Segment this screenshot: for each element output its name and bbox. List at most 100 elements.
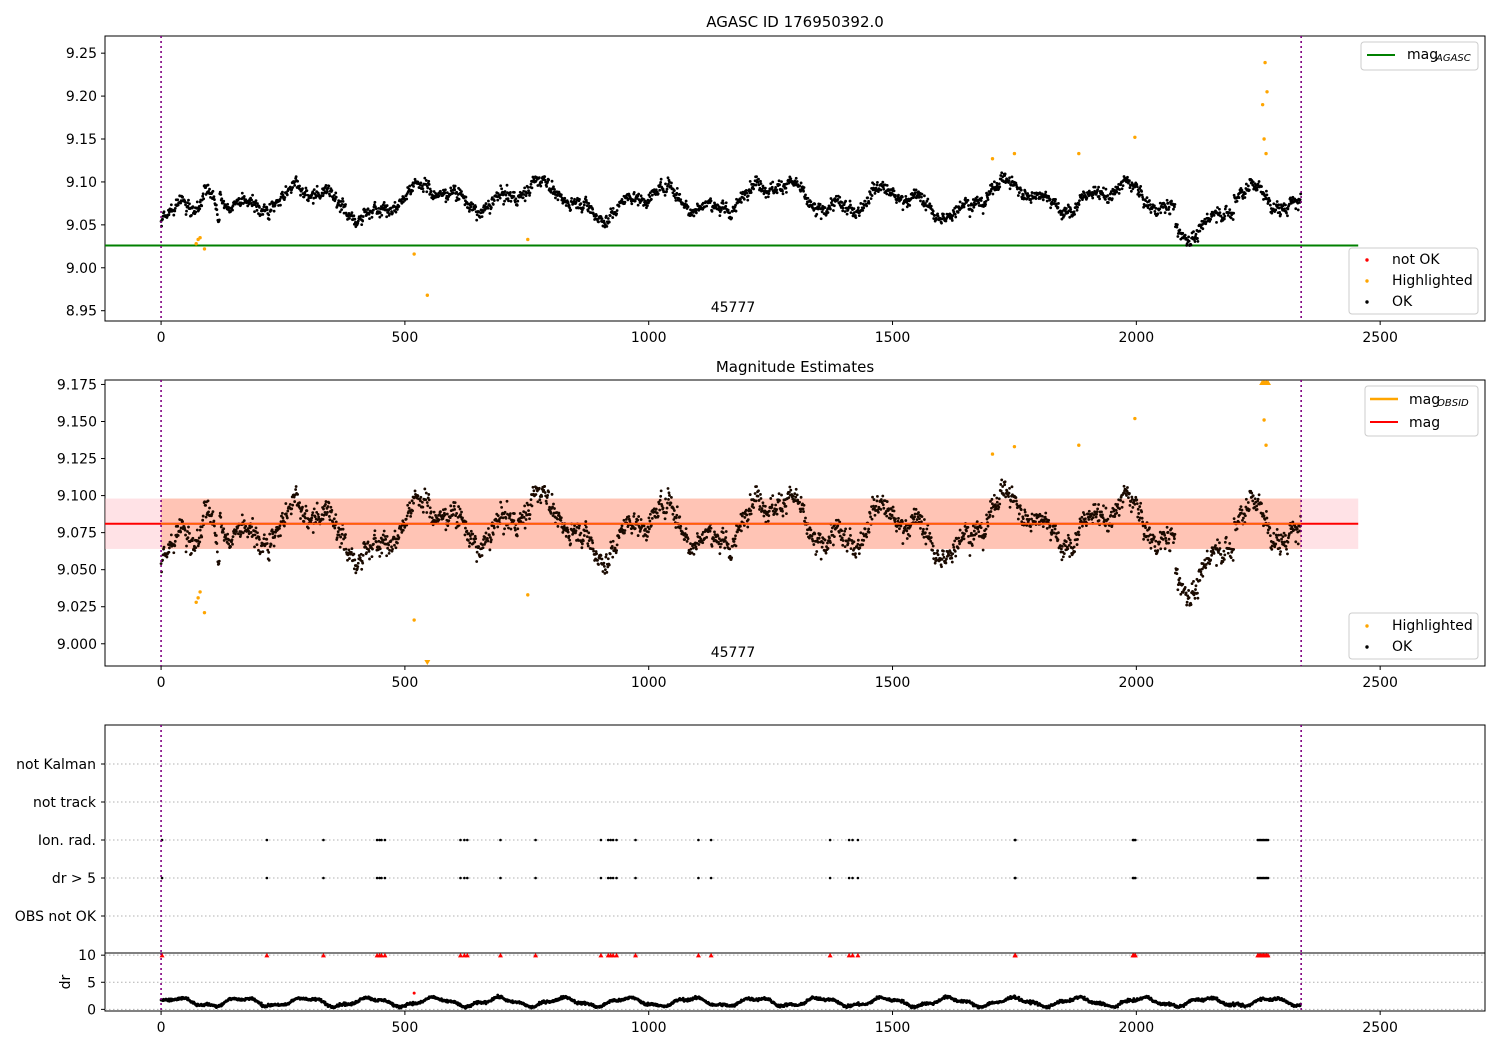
ok-point (262, 533, 266, 537)
ok-point (673, 196, 677, 200)
ok-point (181, 195, 185, 199)
ok-point (1068, 555, 1072, 559)
ok-point (986, 198, 990, 202)
panel3-frame (104, 724, 1486, 954)
ok-point (294, 175, 298, 179)
ok-point (975, 520, 979, 524)
ok-point (523, 186, 527, 190)
ok-point (1208, 562, 1212, 566)
ok-point (1286, 207, 1290, 211)
ok-point (286, 509, 290, 513)
ok-point (568, 538, 572, 542)
ok-point (1184, 591, 1188, 595)
flag-marker (499, 876, 502, 880)
ok-point (826, 211, 830, 214)
ok-point (775, 191, 779, 195)
ok-point (296, 492, 299, 496)
ok-point (1119, 499, 1123, 502)
ok-point (632, 512, 636, 516)
ok-point (1199, 570, 1203, 574)
ok-point (1211, 548, 1215, 552)
ok-point (1228, 542, 1232, 545)
ok-point (255, 208, 259, 212)
ok-point (489, 538, 493, 542)
ok-point (385, 204, 389, 207)
ok-point (940, 557, 944, 561)
panel4-ytick-label: 10 (78, 948, 96, 964)
ok-point (815, 550, 819, 553)
ok-point (255, 543, 259, 547)
ok-point (1216, 538, 1219, 542)
ok-point (922, 200, 925, 203)
ok-point (1109, 510, 1113, 514)
ok-point (340, 542, 344, 545)
ok-point (186, 536, 190, 540)
ok-point (759, 493, 762, 496)
ok-point (1128, 179, 1131, 183)
ok-point (995, 181, 999, 185)
ok-point (267, 550, 271, 554)
ok-point (1222, 549, 1226, 553)
ok-point (1133, 185, 1137, 189)
ok-point (774, 185, 778, 189)
ok-point (726, 542, 730, 546)
ok-point (161, 217, 164, 221)
ok-point (427, 179, 431, 183)
ok-point (465, 529, 469, 533)
ok-point (958, 542, 962, 546)
highlighted-point (198, 236, 202, 240)
ok-point (873, 191, 877, 195)
ok-point (426, 186, 430, 190)
ok-point (477, 210, 481, 213)
ok-point (461, 516, 464, 520)
ok-point (1106, 194, 1110, 197)
ok-point (503, 190, 507, 193)
ok-point (304, 186, 308, 190)
ok-point (868, 511, 872, 515)
ok-point (828, 536, 831, 540)
ok-point (785, 190, 788, 194)
ok-point (254, 526, 258, 530)
ok-point (457, 505, 460, 508)
panel1-frame (104, 35, 1486, 322)
ok-point (258, 205, 261, 209)
ok-point (273, 203, 277, 207)
ok-point (1183, 233, 1187, 237)
ok-point (1064, 540, 1068, 543)
ok-point (591, 207, 595, 211)
ok-point (936, 553, 940, 557)
ok-point (1164, 536, 1168, 540)
ok-point (388, 548, 391, 552)
ok-point (962, 205, 966, 209)
ok-point (1115, 511, 1119, 515)
ok-point (823, 538, 827, 542)
ok-point (559, 519, 563, 522)
ok-point (689, 542, 692, 546)
ok-point (1040, 514, 1044, 518)
ok-point (597, 220, 600, 224)
ok-point (841, 206, 845, 210)
ok-point (378, 215, 382, 219)
ok-point (840, 200, 844, 204)
flag-marker (380, 838, 383, 842)
ok-point (1113, 515, 1117, 519)
ok-point (334, 195, 338, 199)
ok-point (1224, 204, 1228, 208)
ok-point (811, 539, 815, 543)
ok-point (1029, 201, 1033, 204)
ok-point (543, 485, 547, 488)
ok-point (799, 495, 803, 499)
legend-mag-obsid-label: mag (1409, 392, 1440, 408)
ok-point (455, 190, 459, 194)
panel2-ytick-label: 9.100 (57, 489, 97, 505)
ok-point (285, 193, 289, 197)
panel1-obsid-label: 45777 (711, 300, 756, 316)
ok-point (288, 502, 292, 506)
ok-point (1204, 566, 1208, 570)
ok-point (1192, 579, 1195, 583)
ok-point (312, 507, 316, 511)
ok-point (995, 496, 999, 500)
ok-point (1073, 212, 1077, 216)
ok-point (645, 538, 648, 542)
legend-marker (1365, 258, 1369, 262)
